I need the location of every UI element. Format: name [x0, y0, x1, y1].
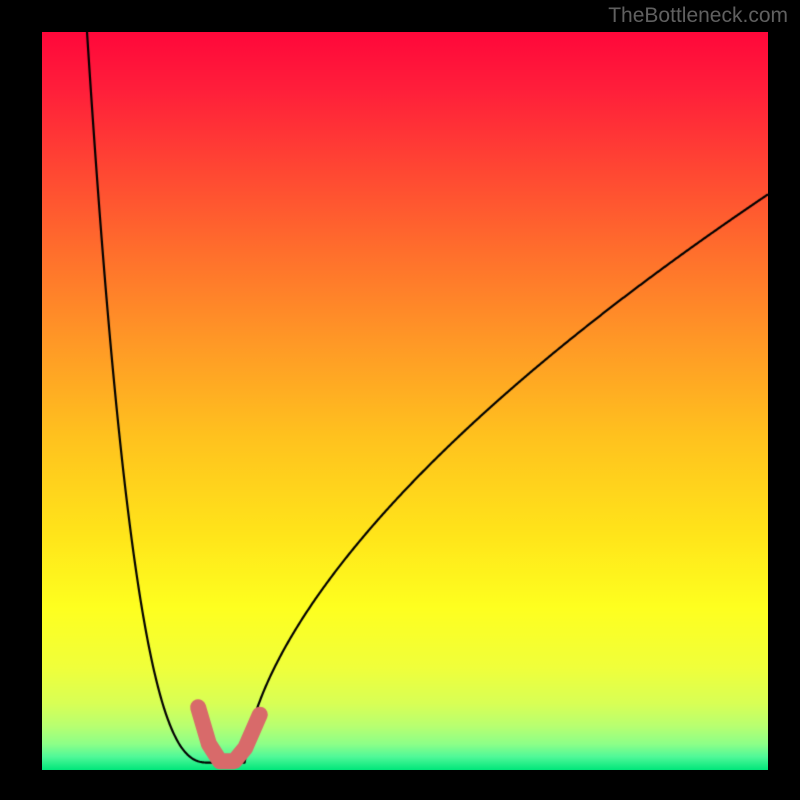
- curve-canvas: [42, 32, 768, 770]
- watermark-text: TheBottleneck.com: [608, 4, 788, 28]
- plot-area: [42, 32, 768, 770]
